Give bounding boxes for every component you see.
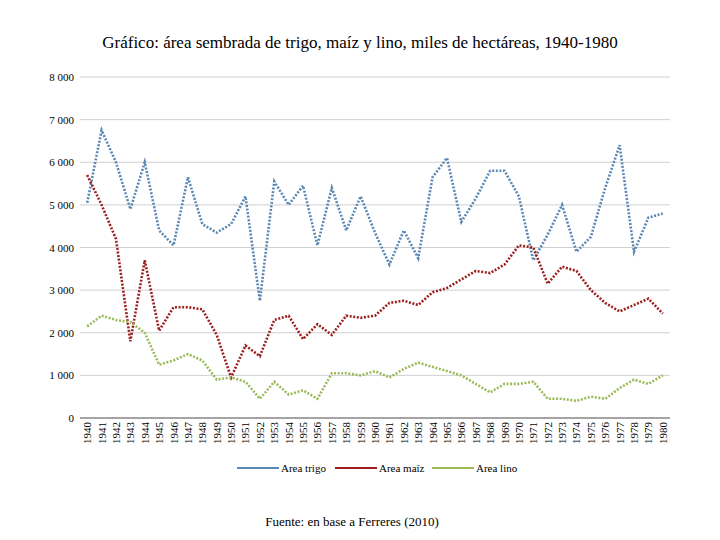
x-tick-label: 1970 <box>513 422 525 445</box>
x-tick-label: 1944 <box>139 422 151 445</box>
x-tick-label: 1942 <box>110 422 122 444</box>
x-tick-label: 1961 <box>383 422 395 444</box>
x-tick-label: 1940 <box>81 422 93 445</box>
grid-line <box>80 162 670 163</box>
x-tick-label: 1976 <box>599 422 611 445</box>
x-tick-label: 1962 <box>398 422 410 444</box>
x-tick-label: 1967 <box>470 422 482 445</box>
x-tick-label: 1943 <box>124 422 136 445</box>
legend-label: Area maíz <box>379 462 425 474</box>
x-tick-label: 1960 <box>369 422 381 445</box>
grid-line <box>80 77 670 78</box>
y-tick-label: 8 000 <box>49 71 74 83</box>
x-tick-label: 1954 <box>283 422 295 445</box>
grid-line <box>80 332 670 333</box>
series-group <box>87 130 663 401</box>
y-tick-label: 4 000 <box>49 242 74 254</box>
x-tick-label: 1974 <box>570 422 582 445</box>
x-tick-label: 1973 <box>556 422 568 445</box>
x-tick-label: 1949 <box>211 422 223 445</box>
x-tick-label: 1952 <box>254 422 266 444</box>
grid-line <box>80 418 670 419</box>
chart: Gráfico: área sembrada de trigo, maíz y … <box>0 0 720 540</box>
grid-line <box>80 375 670 376</box>
x-tick-label: 1958 <box>340 422 352 445</box>
x-tick-label: 1957 <box>326 422 338 445</box>
x-tick-label: 1969 <box>499 422 511 445</box>
series-line <box>87 316 663 401</box>
x-axis <box>80 418 670 419</box>
source: Fuente: en base a Ferreres (2010) <box>265 514 439 529</box>
x-tick-label: 1971 <box>527 422 539 444</box>
x-tick-label: 1966 <box>455 422 467 445</box>
x-tick-label: 1979 <box>642 422 654 445</box>
x-tick-label: 1964 <box>427 422 439 445</box>
x-tick-label: 1941 <box>96 422 108 444</box>
x-tick-label: 1972 <box>542 422 554 444</box>
grid-line <box>80 204 670 205</box>
grid-line <box>80 119 670 120</box>
x-tick-label: 1977 <box>614 422 626 445</box>
x-tick-label: 1956 <box>311 422 323 445</box>
y-tick-label: 5 000 <box>49 199 74 211</box>
y-tick-label: 0 <box>69 412 75 424</box>
grid <box>80 77 670 418</box>
x-tick-label: 1978 <box>628 422 640 445</box>
x-tick-label: 1945 <box>153 422 165 445</box>
legend-swatch <box>237 467 279 469</box>
grid-line <box>80 290 670 291</box>
legend: Area trigo Area maíz Area lino <box>237 462 518 474</box>
x-tick-label: 1975 <box>585 422 597 445</box>
x-tick-label: 1980 <box>657 422 669 445</box>
legend-swatch <box>432 467 474 469</box>
x-tick-label: 1946 <box>168 422 180 445</box>
legend-swatch <box>335 467 377 469</box>
title: Gráfico: área sembrada de trigo, maíz y … <box>102 33 617 52</box>
chart-root: Gráfico: área sembrada de trigo, maíz y … <box>0 0 720 540</box>
legend-label: Area lino <box>476 462 518 474</box>
x-tick-label: 1948 <box>196 422 208 445</box>
x-tick-label: 1950 <box>225 422 237 445</box>
legend-label: Area trigo <box>281 462 326 474</box>
x-tick-label: 1951 <box>239 422 251 444</box>
x-tick-label: 1965 <box>441 422 453 445</box>
y-tick-label: 2 000 <box>49 327 74 339</box>
x-tick-label: 1953 <box>268 422 280 445</box>
x-tick-label: 1963 <box>412 422 424 445</box>
x-tick-label: 1947 <box>182 422 194 445</box>
x-tick-label: 1959 <box>355 422 367 445</box>
series-line <box>87 175 663 377</box>
x-tick-label: 1955 <box>297 422 309 445</box>
y-tick-label: 7 000 <box>49 114 74 126</box>
y-tick-label: 3 000 <box>49 284 74 296</box>
y-tick-label: 6 000 <box>49 156 74 168</box>
x-tick-label: 1968 <box>484 422 496 445</box>
series-line <box>87 130 663 301</box>
y-tick-label: 1 000 <box>49 369 74 381</box>
